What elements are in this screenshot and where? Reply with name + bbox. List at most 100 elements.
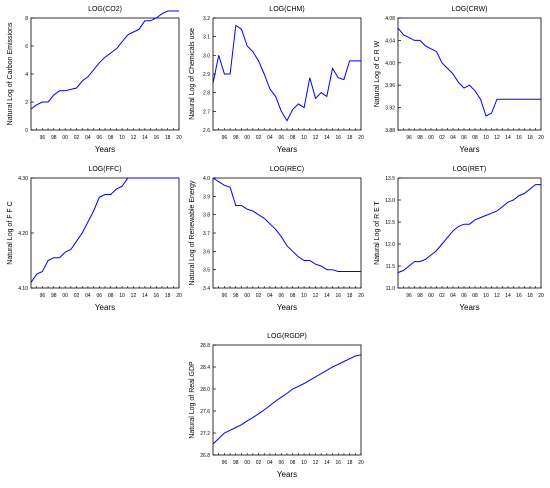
y-tick-label: 3.6: [203, 249, 210, 255]
series-line: [212, 24, 361, 122]
y-tick-label: 28.4: [200, 365, 210, 371]
x-tick-label: 00: [428, 135, 434, 141]
y-axis-label: Natural Log of Chemicals use: [189, 28, 196, 120]
y-tick-label: 3.88: [385, 128, 395, 134]
x-tick-label: 06: [279, 460, 285, 466]
y-tick-label: 13.0: [385, 198, 395, 204]
x-tick-label: 12: [131, 135, 137, 141]
x-tick-label: 20: [358, 293, 364, 299]
y-tick-label: 4: [25, 72, 28, 78]
y-tick-label: 11.0: [386, 286, 396, 292]
x-tick-label: 08: [290, 460, 296, 466]
x-tick-label: 18: [347, 135, 353, 141]
x-tick-label: 00: [244, 293, 250, 299]
y-tick-label: 26.8: [200, 453, 210, 459]
series-line: [212, 177, 361, 272]
x-axis-label: Years: [277, 145, 297, 154]
y-tick-label: 4.10: [18, 286, 28, 292]
y-axis-label: Natural Log of R E T: [374, 200, 381, 264]
y-tick-label: 2.6: [203, 128, 210, 134]
series-line: [397, 27, 541, 117]
x-tick-label: 10: [119, 135, 125, 141]
x-tick-label: 02: [256, 293, 262, 299]
chart-panel-2: LOG(CHM) 2.6 2.7 2.8 2.9 3.0 3.1 3.2 96 98 00 02 04 0…: [189, 6, 364, 154]
series-line: [397, 184, 541, 274]
chart-title: LOG(FFC): [88, 166, 121, 173]
y-axis-label: Natural Log of Renewable Energy: [189, 180, 196, 286]
x-tick-label: 20: [358, 460, 364, 466]
y-tick-label: 6: [25, 44, 28, 50]
x-tick-label: 06: [461, 135, 467, 141]
x-tick-label: 06: [279, 135, 285, 141]
x-tick-label: 02: [439, 293, 445, 299]
y-tick-label: 12.0: [385, 242, 395, 248]
y-axis-label: Natural Log of Real GDP: [189, 361, 196, 439]
x-axis-label: Years: [277, 470, 297, 479]
y-tick-label: 3.1: [203, 35, 210, 41]
x-tick-label: 08: [472, 293, 478, 299]
x-tick-label: 96: [222, 460, 228, 466]
y-tick-label: 12.5: [385, 220, 395, 226]
x-tick-label: 18: [347, 293, 353, 299]
x-tick-label: 16: [516, 293, 522, 299]
x-tick-label: 12: [494, 135, 500, 141]
x-tick-label: 20: [358, 135, 364, 141]
plot-frame: [212, 344, 362, 456]
y-tick-label: 3.92: [385, 106, 395, 112]
y-tick-label: 3.9: [203, 194, 210, 200]
y-tick-label: 27.6: [200, 409, 210, 415]
x-tick-label: 14: [324, 460, 330, 466]
x-tick-label: 10: [483, 293, 489, 299]
x-tick-label: 16: [516, 135, 522, 141]
plot-frame: [30, 17, 180, 131]
x-tick-label: 00: [62, 293, 68, 299]
x-tick-label: 10: [119, 293, 125, 299]
x-tick-label: 96: [406, 293, 412, 299]
y-tick-label: 4.08: [385, 16, 395, 22]
x-tick-label: 10: [483, 135, 489, 141]
x-tick-label: 04: [450, 135, 456, 141]
y-tick-label: 4.0: [203, 176, 210, 182]
y-tick-label: 3.2: [203, 16, 210, 22]
x-axis-label: Years: [95, 303, 115, 312]
x-tick-label: 08: [290, 135, 296, 141]
chart-title: LOG(RGDP): [267, 333, 307, 340]
series-line: [30, 10, 179, 110]
x-tick-label: 10: [301, 135, 307, 141]
x-tick-label: 18: [527, 293, 533, 299]
y-tick-label: 4.20: [18, 231, 28, 237]
x-tick-label: 10: [301, 293, 307, 299]
x-tick-label: 02: [74, 135, 80, 141]
x-tick-label: 04: [85, 293, 91, 299]
x-tick-label: 20: [176, 293, 182, 299]
x-tick-label: 16: [153, 293, 159, 299]
y-tick-label: 2.9: [203, 72, 210, 78]
x-tick-label: 18: [165, 135, 171, 141]
x-tick-label: 96: [222, 135, 228, 141]
x-tick-label: 16: [153, 135, 159, 141]
y-tick-label: 4.04: [385, 38, 395, 44]
chart-title: LOG(REC): [270, 166, 304, 173]
x-tick-label: 20: [538, 293, 544, 299]
chart-title: LOG(CHM): [269, 6, 304, 13]
chart-panel-5: LOG(REC) 3.4 3.5 3.6 3.7 3.8 3.9 4.0 96 98 00 02 04 0…: [189, 166, 364, 312]
x-tick-label: 96: [222, 293, 228, 299]
x-tick-label: 14: [324, 135, 330, 141]
x-tick-label: 20: [176, 135, 182, 141]
x-tick-label: 98: [417, 135, 423, 141]
x-tick-label: 00: [244, 460, 250, 466]
x-tick-label: 04: [267, 293, 273, 299]
plot-frame: [397, 177, 542, 289]
x-tick-label: 12: [313, 460, 319, 466]
x-tick-label: 04: [85, 135, 91, 141]
x-tick-label: 06: [279, 293, 285, 299]
x-tick-label: 12: [131, 293, 137, 299]
x-tick-label: 16: [335, 293, 341, 299]
x-tick-label: 00: [244, 135, 250, 141]
y-tick-label: 0: [25, 128, 28, 134]
x-tick-label: 14: [505, 293, 511, 299]
y-tick-label: 8: [25, 16, 28, 22]
y-axis-label: Natural Log of C R W: [374, 40, 381, 107]
x-tick-label: 20: [538, 135, 544, 141]
